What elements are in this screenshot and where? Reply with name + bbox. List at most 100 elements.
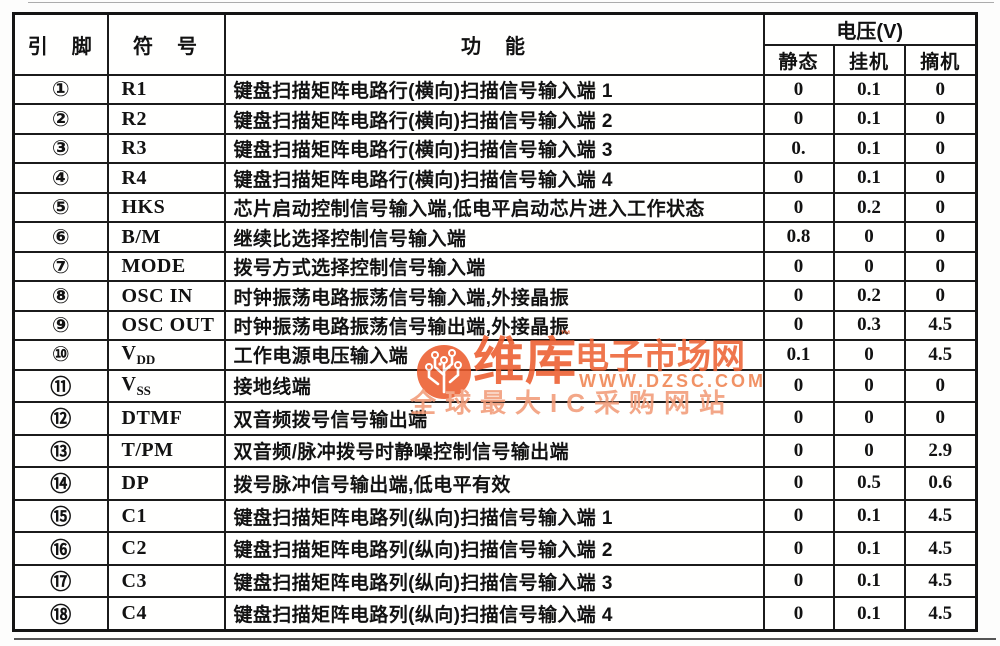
voltage-offhook-cell: 4.5 — [903, 531, 978, 566]
header-voltage-offhook: 摘机 — [903, 44, 978, 76]
pin-function-voltage-table: 引 脚 符 号 功 能 电压(V) 静态 挂机 摘机 ① R1 键盘扫描矩阵电路行(… — [12, 12, 979, 632]
function-cell: 拨号脉冲信号输出端,低电平有效 — [223, 466, 765, 501]
table-row: ⑬ T/PM 双音频/脉冲拨号时静噪控制信号输出端 0 0 2.9 — [12, 433, 978, 469]
function-cell: 时钟振荡电路振荡信号输出端,外接晶振 — [223, 309, 765, 342]
voltage-static-cell: 0 — [762, 103, 835, 135]
symbol-text: V — [121, 341, 137, 364]
voltage-offhook-cell: 0 — [903, 73, 978, 106]
table-row: ⑤ HKS 芯片启动控制信号输入端,低电平启动芯片进入工作状态 0 0.2 0 — [12, 191, 978, 224]
voltage-static-cell: 0 — [762, 280, 835, 312]
voltage-onhook-cell: 0.1 — [832, 531, 906, 566]
symbol-text: R1 — [121, 78, 147, 101]
voltage-onhook-cell: 0.1 — [832, 162, 906, 194]
pin-cell: ⑮ — [12, 498, 109, 534]
voltage-onhook-cell: 0 — [832, 433, 906, 469]
function-cell: 键盘扫描矩阵电路行(横向)扫描信号输入端 4 — [223, 162, 765, 194]
symbol-text: R3 — [121, 137, 147, 160]
table-row: ⑮ C1 键盘扫描矩阵电路列(纵向)扫描信号输入端 1 0 0.1 4.5 — [12, 498, 978, 534]
symbol-subscript: DD — [136, 351, 156, 367]
table-row: ② R2 键盘扫描矩阵电路行(横向)扫描信号输入端 2 0 0.1 0 — [12, 103, 978, 135]
voltage-static-cell: 0 — [762, 498, 835, 534]
voltage-static-cell: 0 — [762, 531, 835, 566]
symbol-cell: R4 — [106, 162, 226, 194]
voltage-onhook-cell: 0 — [832, 250, 906, 283]
voltage-offhook-cell: 0 — [903, 221, 978, 253]
voltage-onhook-cell: 0.1 — [832, 103, 906, 135]
voltage-offhook-cell: 4.5 — [903, 563, 978, 599]
voltage-onhook-cell: 0.2 — [832, 280, 906, 312]
symbol-text: R4 — [121, 166, 147, 189]
voltage-onhook-cell: 0 — [832, 221, 906, 253]
symbol-cell: MODE — [106, 250, 226, 283]
symbol-text: C3 — [121, 569, 147, 592]
function-cell: 键盘扫描矩阵电路行(横向)扫描信号输入端 2 — [223, 103, 765, 135]
symbol-cell: C1 — [106, 498, 226, 534]
voltage-offhook-cell: 4.5 — [903, 309, 978, 342]
symbol-cell: VSS — [106, 368, 226, 404]
function-cell: 键盘扫描矩阵电路列(纵向)扫描信号输入端 2 — [223, 531, 765, 566]
header-voltage-static: 静态 — [762, 44, 835, 76]
symbol-text: R2 — [121, 107, 147, 130]
voltage-static-cell: 0 — [762, 73, 835, 106]
symbol-cell: R3 — [106, 132, 226, 165]
function-cell: 双音频/脉冲拨号时静噪控制信号输出端 — [223, 433, 765, 469]
voltage-onhook-cell: 0.1 — [832, 73, 906, 106]
voltage-static-cell: 0 — [762, 250, 835, 283]
voltage-offhook-cell: 2.9 — [903, 433, 978, 469]
voltage-static-cell: 0 — [762, 309, 835, 342]
pin-cell: ⑤ — [12, 191, 109, 224]
function-cell: 键盘扫描矩阵电路列(纵向)扫描信号输入端 1 — [223, 498, 765, 534]
pin-cell: ⑬ — [12, 433, 109, 469]
voltage-onhook-cell: 0.1 — [832, 132, 906, 165]
symbol-cell: B/M — [106, 221, 226, 253]
table-row: ⑧ OSC IN 时钟振荡电路振荡信号输入端,外接晶振 0 0.2 0 — [12, 280, 978, 312]
voltage-onhook-cell: 0.5 — [832, 466, 906, 501]
voltage-static-cell: 0 — [762, 401, 835, 436]
function-cell: 键盘扫描矩阵电路列(纵向)扫描信号输入端 3 — [223, 563, 765, 599]
symbol-cell: C4 — [106, 596, 226, 632]
pin-cell: ③ — [12, 132, 109, 165]
pin-cell: ⑭ — [12, 466, 109, 501]
table-row: ③ R3 键盘扫描矩阵电路行(横向)扫描信号输入端 3 0. 0.1 0 — [12, 132, 978, 165]
pin-cell: ⑫ — [12, 401, 109, 436]
header-function: 功 能 — [223, 12, 765, 76]
symbol-text: OSC IN — [121, 284, 193, 307]
symbol-text: C4 — [121, 602, 147, 625]
pin-cell: ⑧ — [12, 280, 109, 312]
table-header: 引 脚 符 号 功 能 电压(V) 静态 挂机 摘机 — [12, 12, 978, 76]
pin-cell: ⑩ — [12, 339, 109, 371]
table-row: ⑨ OSC OUT 时钟振荡电路振荡信号输出端,外接晶振 0 0.3 4.5 — [12, 309, 978, 342]
voltage-offhook-cell: 0 — [903, 162, 978, 194]
function-cell: 继续比选择控制信号输入端 — [223, 221, 765, 253]
symbol-text: DTMF — [121, 406, 183, 429]
symbol-text: C1 — [121, 504, 147, 527]
symbol-subscript: SS — [136, 382, 151, 398]
voltage-onhook-cell: 0.3 — [832, 309, 906, 342]
voltage-offhook-cell: 0 — [903, 250, 978, 283]
symbol-cell: DP — [106, 466, 226, 501]
voltage-static-cell: 0 — [762, 191, 835, 224]
voltage-offhook-cell: 0 — [903, 280, 978, 312]
voltage-static-cell: 0 — [762, 466, 835, 501]
voltage-onhook-cell: 0.1 — [832, 563, 906, 599]
symbol-cell: C3 — [106, 563, 226, 599]
voltage-offhook-cell: 0 — [903, 368, 978, 404]
voltage-onhook-cell: 0.1 — [832, 498, 906, 534]
scan-artifact-top-line — [28, 2, 994, 3]
pin-cell: ④ — [12, 162, 109, 194]
voltage-static-cell: 0 — [762, 596, 835, 632]
symbol-text: MODE — [121, 255, 186, 278]
symbol-cell: C2 — [106, 531, 226, 566]
voltage-onhook-cell: 0.1 — [832, 596, 906, 632]
function-cell: 芯片启动控制信号输入端,低电平启动芯片进入工作状态 — [223, 191, 765, 224]
voltage-offhook-cell: 4.5 — [903, 596, 978, 632]
table-row: ⑪ VSS 接地线端 0 0 0 — [12, 368, 978, 404]
pin-cell: ⑨ — [12, 309, 109, 342]
voltage-offhook-cell: 4.5 — [903, 339, 978, 371]
table-row: ⑭ DP 拨号脉冲信号输出端,低电平有效 0 0.5 0.6 — [12, 466, 978, 501]
symbol-cell: OSC OUT — [106, 309, 226, 342]
symbol-cell: HKS — [106, 191, 226, 224]
voltage-static-cell: 0.8 — [762, 221, 835, 253]
voltage-static-cell: 0 — [762, 162, 835, 194]
table-row: ④ R4 键盘扫描矩阵电路行(横向)扫描信号输入端 4 0 0.1 0 — [12, 162, 978, 194]
